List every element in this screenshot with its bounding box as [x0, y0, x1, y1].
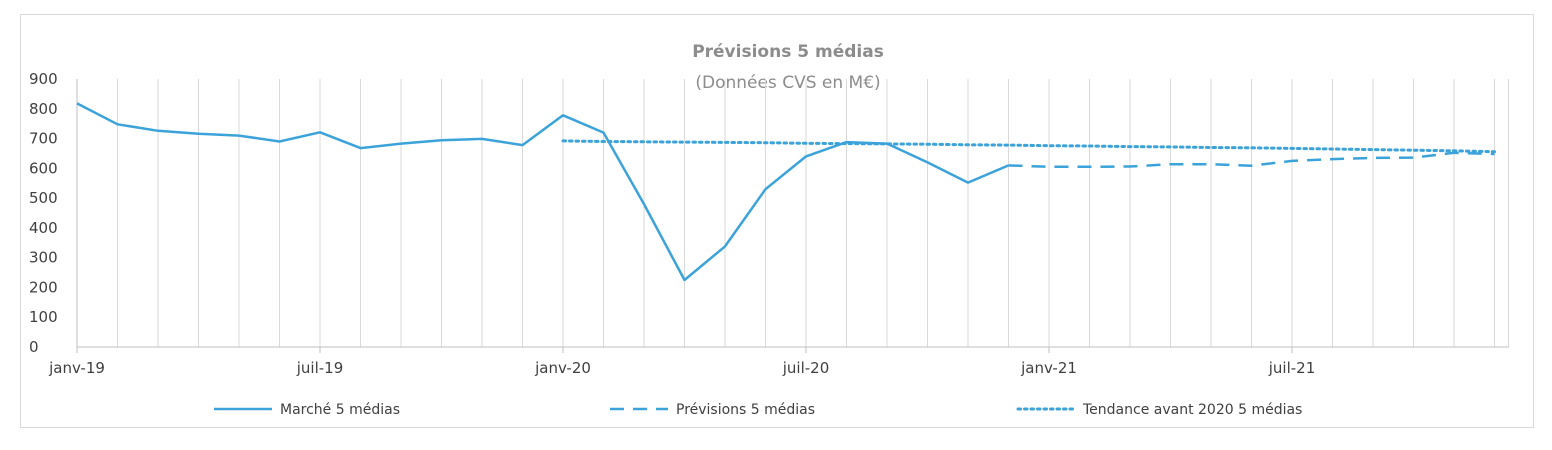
series-line-1	[76, 102, 1009, 282]
x-tick-label: janv-20	[534, 359, 591, 377]
y-tick-label: 500	[29, 189, 58, 207]
y-tick-label: 300	[29, 249, 58, 267]
legend: Marché 5 médias Prévisions 5 médias Tendan…	[214, 402, 1302, 418]
x-axis: janv-19 juil-19 janv-20 juil-20 janv-21 juil-…	[48, 346, 1509, 377]
y-tick-label: 900	[29, 70, 58, 88]
legend-item: Prévisions 5 médias	[610, 402, 815, 418]
legend-label: Marché 5 médias	[280, 402, 400, 418]
chart-frame	[20, 14, 1534, 428]
series-line-2	[1008, 151, 1495, 169]
y-tick-label: 0	[29, 338, 39, 356]
chart-subtitle: (Données CVS en M€)	[695, 73, 880, 93]
legend-item: Tendance avant 2020 5 médias	[1016, 402, 1302, 418]
y-tick-label: 400	[29, 219, 58, 237]
x-tick-label: juil-20	[782, 359, 830, 377]
x-tick-label: janv-21	[1020, 359, 1077, 377]
series-line-3	[561, 139, 1496, 154]
y-axis: 0 100 200 300 400 500 600 700 800 900	[29, 70, 78, 356]
y-tick-label: 200	[29, 278, 58, 296]
vertical-gridlines	[117, 79, 1509, 347]
series-group	[76, 102, 1496, 282]
y-tick-label: 600	[29, 159, 58, 177]
y-tick-label: 700	[29, 130, 58, 148]
x-tick-label: juil-19	[296, 359, 344, 377]
x-tick-label: juil-21	[1268, 359, 1316, 377]
legend-label: Prévisions 5 médias	[676, 402, 815, 418]
legend-label: Tendance avant 2020 5 médias	[1082, 402, 1302, 418]
y-tick-label: 800	[29, 100, 58, 118]
chart-title: Prévisions 5 médias	[692, 42, 884, 62]
legend-item: Marché 5 médias	[214, 402, 400, 418]
x-tick-label: janv-19	[48, 359, 105, 377]
y-tick-label: 100	[29, 308, 58, 326]
